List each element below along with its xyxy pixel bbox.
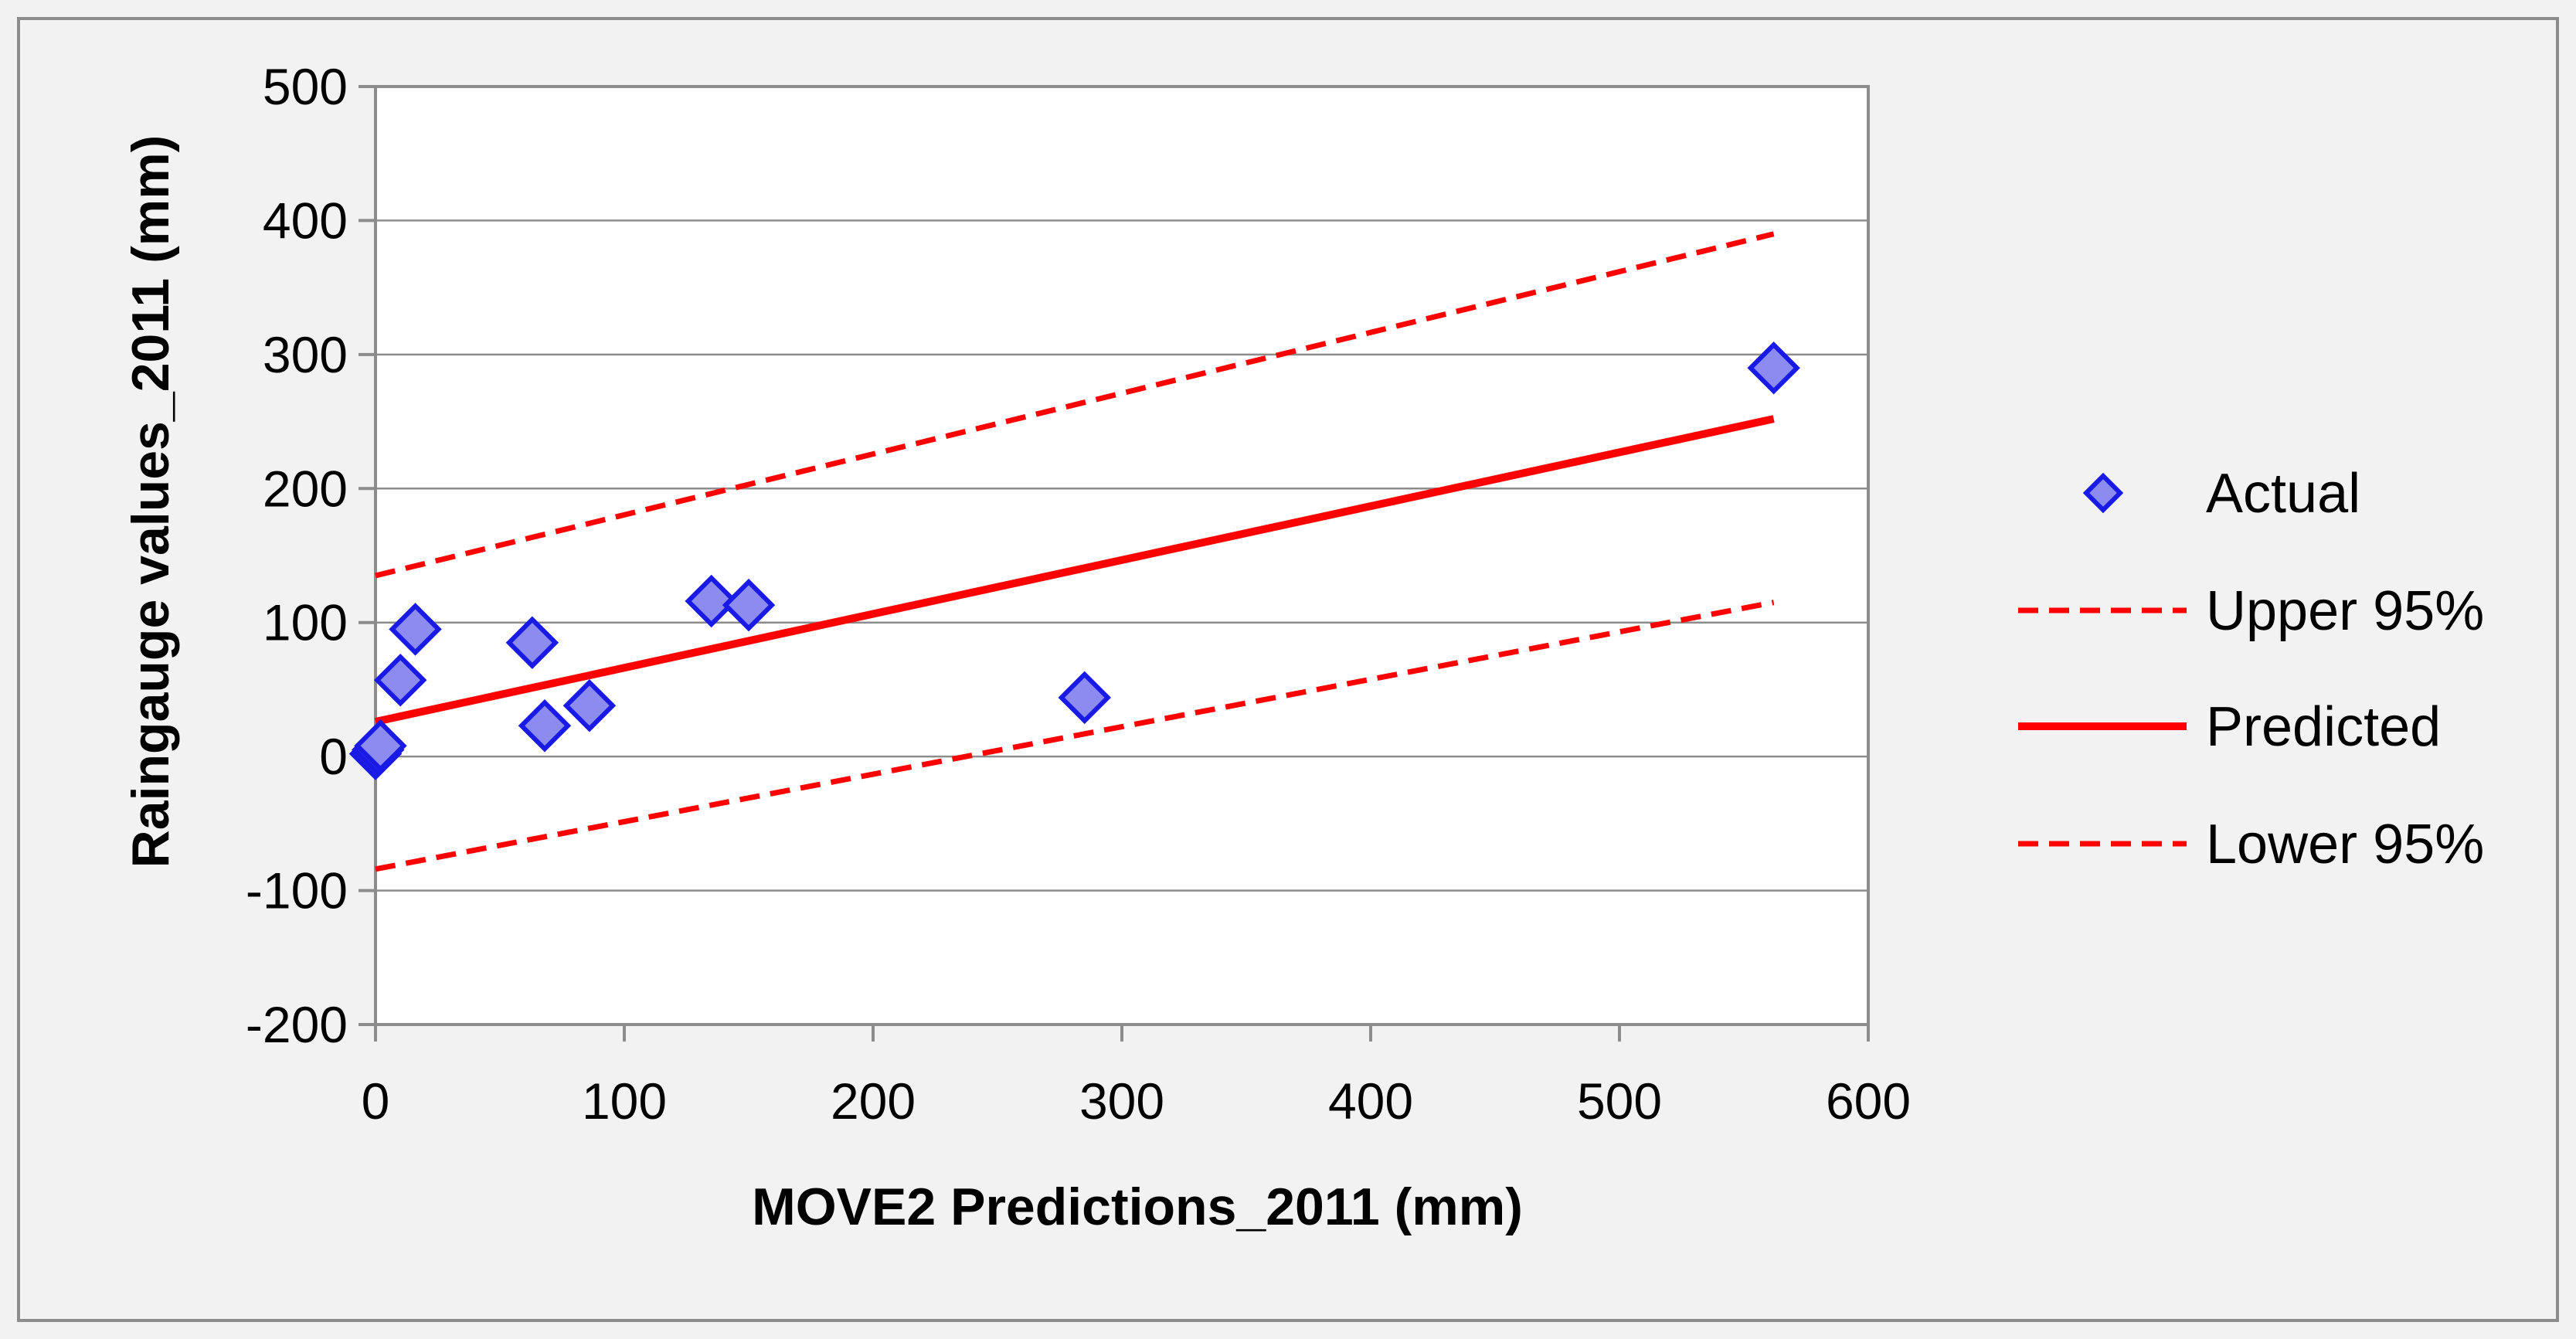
x-tick-label: 400 <box>1328 1072 1413 1130</box>
y-tick-label: 0 <box>319 728 348 785</box>
data-point <box>518 699 572 753</box>
gridlines <box>376 219 1868 892</box>
x-tick-label: 500 <box>1577 1072 1662 1130</box>
axes: -200 -100 0 100 200 300 400 500 0 100 200 300 400 500… <box>121 58 1911 1236</box>
y-tick-label: 200 <box>263 460 348 517</box>
series-line-predicted <box>374 415 1775 726</box>
legend: Actual Upper 95% Predicted Lower 95% <box>2018 463 2484 875</box>
y-tick-label: -100 <box>246 862 348 919</box>
x-tick-label: 200 <box>831 1072 916 1130</box>
data-point <box>505 616 559 669</box>
x-tick-label: 600 <box>1826 1072 1911 1130</box>
y-tick-label: 500 <box>263 58 348 115</box>
y-tick-label: -200 <box>246 996 348 1053</box>
legend-label-lower-95-: Lower 95% <box>2206 814 2484 875</box>
data-point <box>722 578 776 632</box>
y-axis-title: Raingauge values_2011 (mm) <box>121 135 180 868</box>
plot-area <box>374 85 1870 1026</box>
y-tick-label: 100 <box>263 594 348 651</box>
data-point <box>354 719 407 773</box>
legend-label-predicted: Predicted <box>2206 696 2441 758</box>
data-point <box>389 603 442 656</box>
data-point <box>1058 671 1111 725</box>
legend-label-actual: Actual <box>2206 463 2360 525</box>
legend-label-upper-95-: Upper 95% <box>2206 580 2484 642</box>
x-tick-label: 300 <box>1079 1072 1164 1130</box>
data-point <box>373 654 427 707</box>
x-tick-label: 0 <box>362 1072 390 1130</box>
y-tick-label: 300 <box>263 326 348 383</box>
data-point <box>1747 341 1800 395</box>
plot-series <box>348 231 1800 872</box>
series-line-upper-95- <box>375 231 1775 579</box>
x-axis-title: MOVE2 Predictions_2011 (mm) <box>752 1178 1523 1236</box>
data-point <box>685 574 738 628</box>
legend-marker-actual <box>2082 472 2124 514</box>
x-tick-label: 100 <box>582 1072 667 1130</box>
series-line-lower-95- <box>375 600 1775 872</box>
y-tick-label: 400 <box>263 192 348 249</box>
data-point <box>562 678 617 732</box>
